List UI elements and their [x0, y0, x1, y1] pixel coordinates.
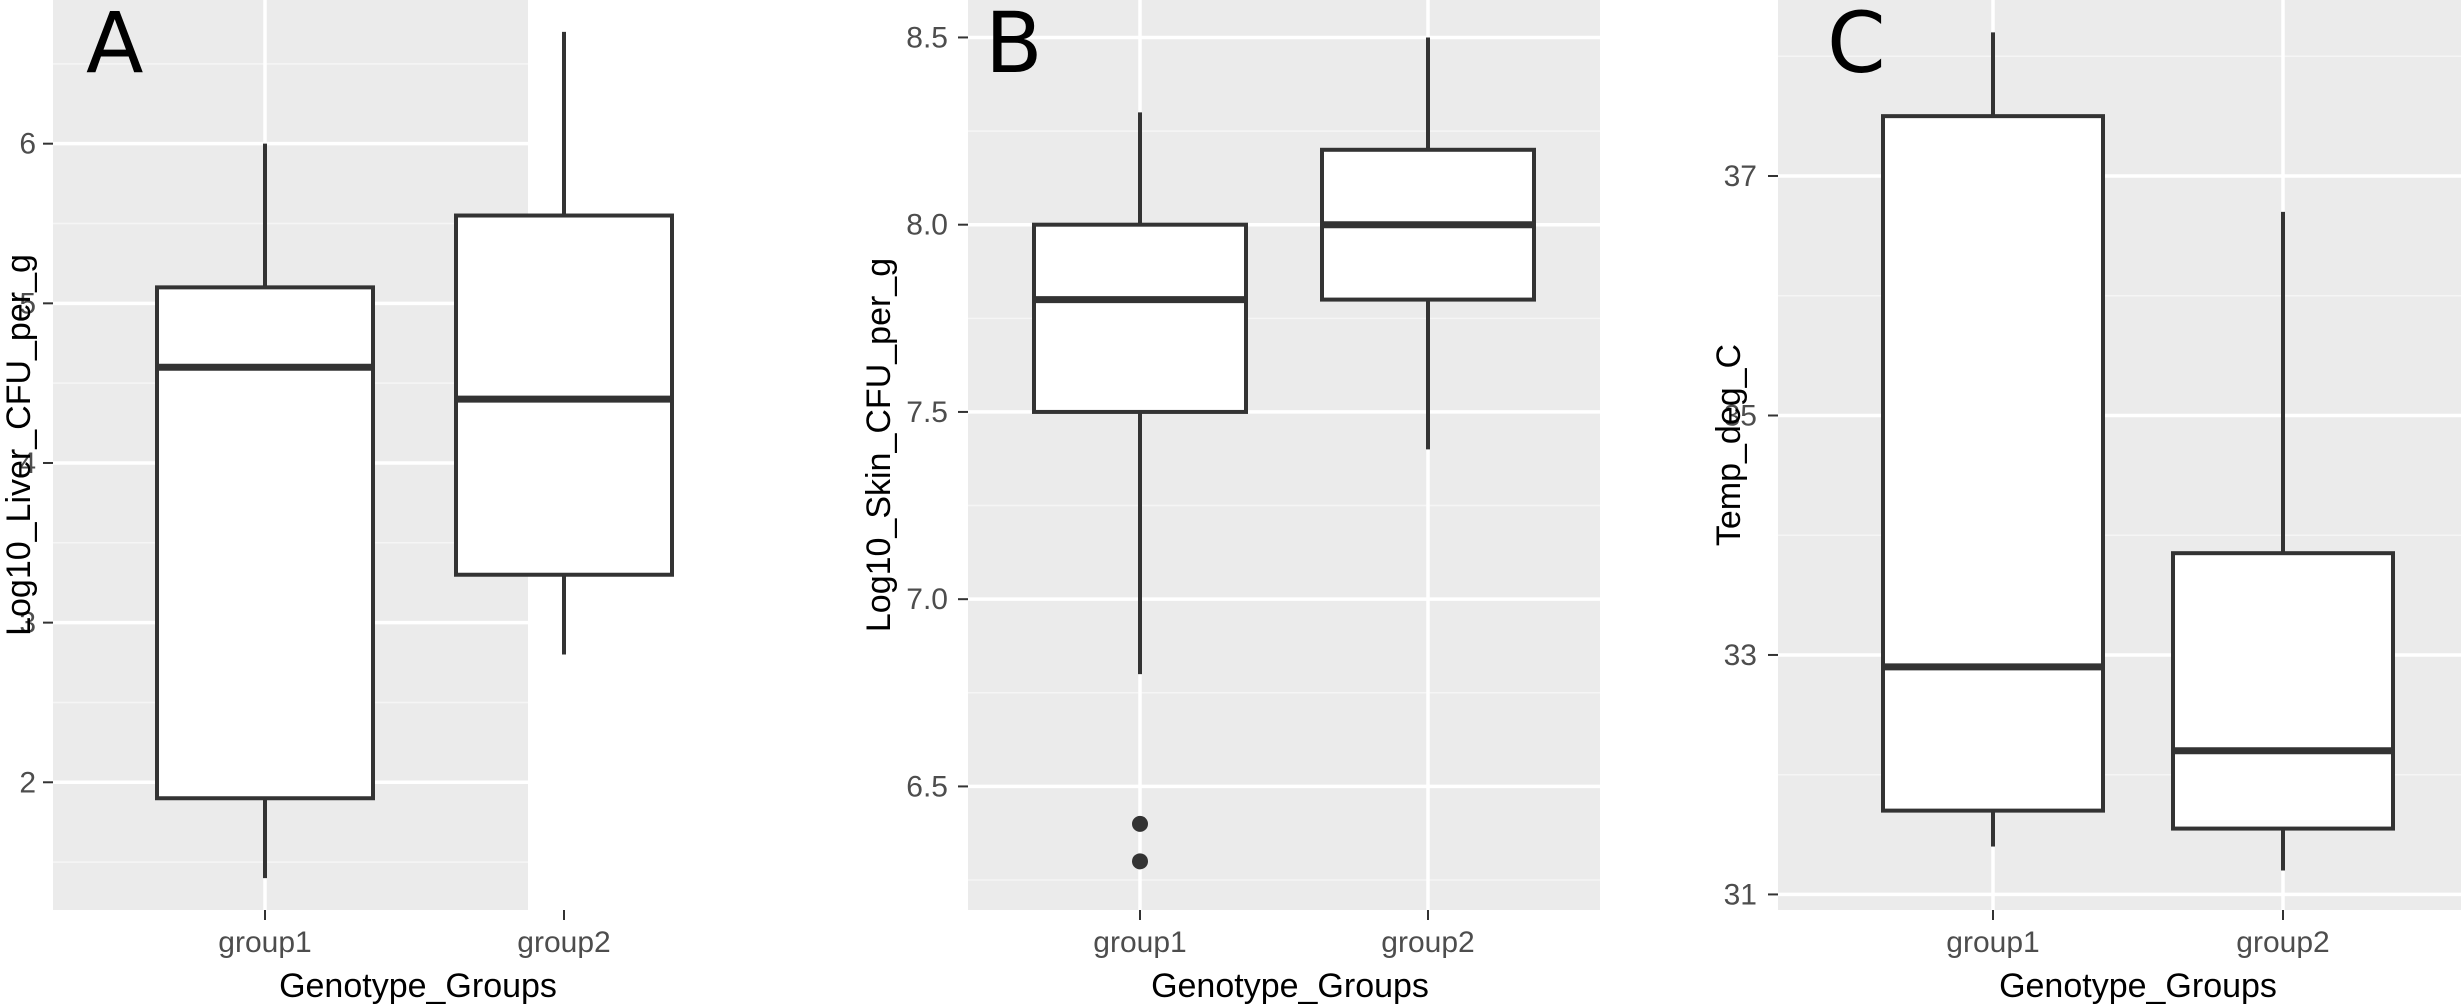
x-axis-title: Genotype_Groups [1151, 967, 1429, 1004]
box-body [454, 213, 674, 577]
x-axis-title: Genotype_Groups [1999, 967, 2277, 1004]
y-tick-label: 2 [19, 766, 36, 799]
box-group1 [155, 143, 375, 879]
y-tick-label: 8.0 [906, 209, 948, 242]
panel-b: 6.5 7.0 7.5 8.0 8.5 group1 group2 Genotype_Grou… [860, 0, 1600, 1004]
x-tick-label: group1 [1946, 926, 2039, 959]
y-tick-label: 4 [19, 447, 36, 480]
x-tick-label: group2 [1381, 926, 1474, 959]
x-tick-label: group2 [2236, 926, 2329, 959]
box-body [1881, 114, 2105, 813]
x-axis-title: Genotype_Groups [279, 967, 557, 1004]
box-group1 [1881, 32, 2105, 847]
y-tick-label: 33 [1724, 639, 1757, 672]
box-body [155, 285, 375, 801]
y-axis-title: Log10_Skin_CFU_per_g [860, 258, 898, 632]
y-tick-label: 7.5 [906, 396, 948, 429]
y-tick-label: 6 [19, 128, 36, 161]
box-group2 [1320, 37, 1536, 450]
y-tick-label: 8.5 [906, 21, 948, 54]
box-group1 [1032, 112, 1248, 870]
y-tick-label: 6.5 [906, 770, 948, 803]
outlier-point [1132, 853, 1148, 870]
box-group2 [454, 31, 674, 655]
plot-background [968, 0, 1600, 910]
y-tick-label: 35 [1724, 399, 1757, 432]
panel-letter: B [985, 0, 1043, 92]
x-tick-label: group1 [1093, 926, 1186, 959]
panel-a: 2 3 4 5 6 group1 group2 Genotype_Groups Log10_Li… [0, 0, 674, 1004]
y-tick-label: 37 [1724, 160, 1757, 193]
y-axis-title: Temp_deg_C [1710, 344, 1748, 546]
panel-c: 31 33 35 37 group1 group2 Genotype_Groups Temp_… [1710, 0, 2461, 1004]
box-body [1032, 222, 1248, 414]
x-tick-label: group2 [517, 926, 610, 959]
y-tick-label: 31 [1724, 878, 1757, 911]
box-group2 [2171, 211, 2395, 871]
panel-letter: A [86, 0, 143, 92]
y-tick-label: 5 [19, 287, 36, 320]
y-tick-label: 3 [19, 607, 36, 640]
y-tick-label: 7.0 [906, 583, 948, 616]
outlier-point [1132, 815, 1148, 832]
box-body [2171, 551, 2395, 831]
x-tick-label: group1 [218, 926, 311, 959]
panel-letter: C [1827, 0, 1886, 92]
y-axis-title: Log10_Liver_CFU_per_g [0, 254, 38, 636]
